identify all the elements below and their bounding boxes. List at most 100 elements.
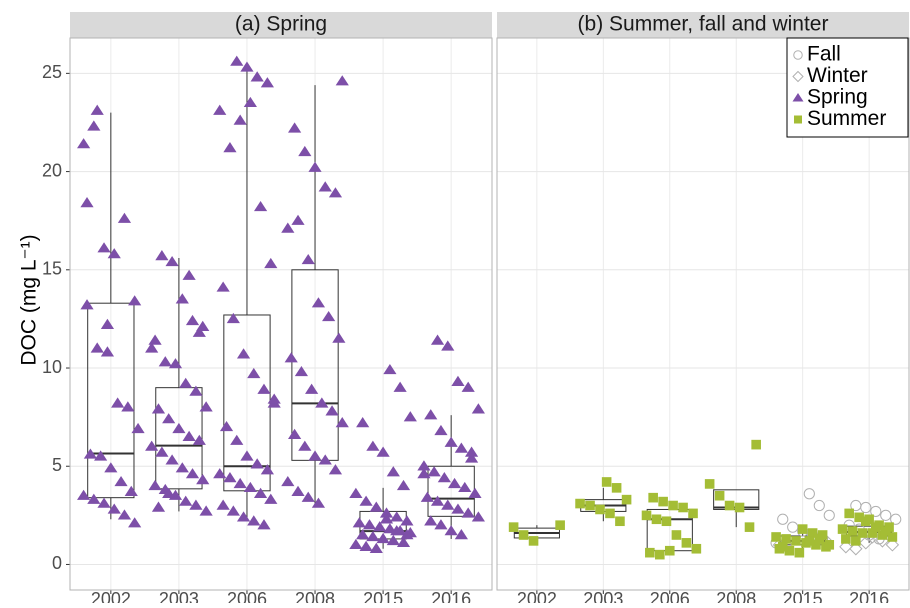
point: [162, 413, 176, 424]
point: [814, 534, 825, 544]
point: [386, 466, 400, 477]
point: [311, 497, 326, 508]
point: [356, 528, 370, 540]
point: [444, 525, 458, 536]
point: [641, 510, 652, 521]
point: [196, 473, 210, 485]
point: [887, 532, 898, 542]
point: [243, 481, 257, 493]
point: [281, 222, 295, 233]
point: [335, 75, 349, 86]
point: [734, 502, 745, 513]
legend-label: Summer: [807, 107, 886, 130]
point: [213, 468, 227, 479]
point: [192, 434, 206, 445]
point: [189, 385, 203, 396]
point: [288, 428, 302, 440]
point: [794, 115, 802, 124]
point: [179, 495, 193, 506]
point: [791, 536, 801, 546]
point: [298, 440, 312, 451]
point: [555, 520, 565, 530]
point: [223, 142, 237, 153]
point: [151, 403, 166, 414]
point: [107, 248, 121, 259]
point: [121, 401, 135, 412]
x-tick-label: 2002: [517, 589, 557, 603]
point: [383, 363, 397, 375]
point: [366, 530, 380, 542]
point: [595, 504, 605, 515]
point: [471, 511, 485, 522]
point: [294, 365, 309, 377]
x-tick-label: 2015: [783, 589, 823, 603]
point: [601, 477, 612, 487]
point: [247, 367, 261, 379]
strip: [497, 12, 909, 38]
point: [356, 417, 370, 428]
point: [424, 409, 438, 420]
point: [792, 70, 804, 83]
point: [880, 526, 891, 536]
point: [168, 358, 183, 369]
point: [813, 499, 825, 512]
point: [468, 487, 482, 498]
point: [804, 536, 815, 546]
point: [145, 342, 159, 353]
point: [824, 540, 835, 550]
point: [236, 348, 251, 359]
point: [308, 161, 322, 172]
point: [117, 509, 132, 520]
point: [615, 516, 625, 527]
point: [253, 487, 268, 498]
point: [811, 540, 821, 550]
point: [396, 536, 411, 548]
point: [417, 468, 431, 479]
point: [575, 498, 585, 509]
point: [226, 505, 240, 516]
point: [611, 483, 622, 493]
point: [97, 497, 111, 508]
point: [311, 297, 326, 308]
point: [257, 383, 271, 394]
point: [678, 502, 688, 513]
point: [328, 187, 343, 198]
point: [714, 490, 725, 501]
point: [668, 500, 678, 511]
point: [376, 446, 390, 457]
point: [182, 269, 196, 280]
point: [854, 512, 864, 523]
x-tick-label: 2016: [849, 589, 889, 603]
point: [128, 517, 142, 528]
y-tick-label: 0: [52, 553, 62, 573]
point: [151, 501, 166, 512]
point: [196, 320, 210, 331]
point: [230, 434, 244, 445]
point: [148, 479, 162, 491]
point: [216, 499, 230, 510]
y-tick-label: 5: [52, 455, 62, 475]
point: [447, 477, 462, 489]
point: [784, 545, 795, 556]
point: [250, 458, 264, 469]
point: [325, 405, 339, 416]
x-tick-label: 2006: [650, 589, 690, 603]
legend-label: Winter: [807, 64, 868, 87]
point: [352, 517, 366, 528]
point: [185, 314, 200, 326]
y-tick-label: 15: [42, 259, 62, 279]
point: [315, 397, 329, 408]
point: [107, 503, 121, 514]
point: [857, 528, 868, 538]
point: [860, 501, 872, 514]
point: [885, 538, 900, 552]
point: [185, 468, 200, 479]
point: [803, 488, 815, 500]
point: [291, 485, 305, 496]
point: [131, 422, 145, 434]
point: [172, 422, 186, 434]
point: [890, 513, 902, 525]
point: [417, 460, 431, 471]
point: [90, 104, 104, 115]
point: [390, 511, 404, 522]
